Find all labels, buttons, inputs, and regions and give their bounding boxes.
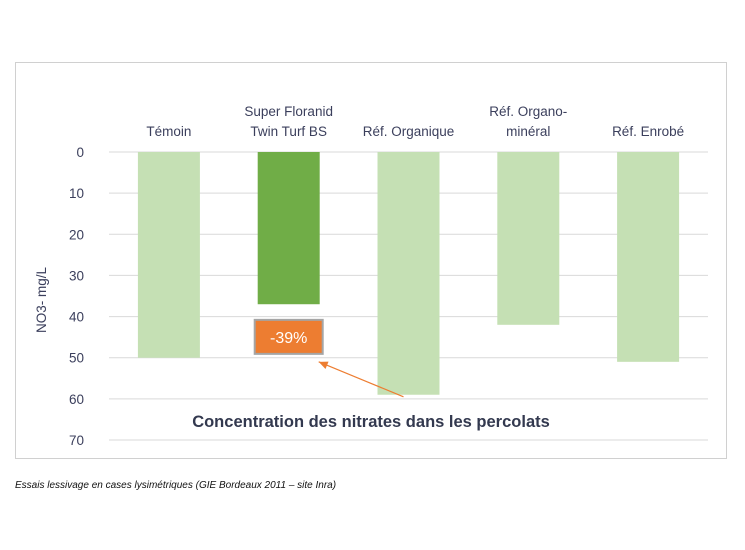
bar (257, 152, 320, 305)
bar (137, 152, 200, 358)
y-axis-title: NO3- mg/L (34, 267, 49, 334)
y-tick-label: 70 (69, 433, 84, 448)
chart-frame: Témoin Super Floranid Twin Turf BS Réf. Org… (15, 62, 727, 459)
y-tick-label: 40 (69, 310, 84, 325)
y-tick-label: 10 (69, 186, 84, 201)
bar (617, 152, 680, 362)
category-label: Réf. Organique (363, 124, 455, 139)
bar (377, 152, 440, 395)
category-label: Témoin (146, 124, 191, 139)
category-labels: Témoin Super Floranid Twin Turf BS Réf. Org… (146, 104, 684, 139)
annotation: -39% (253, 318, 404, 398)
y-tick-labels: 0 10 20 30 40 50 60 70 (69, 145, 84, 448)
category-label: Réf. Organo- (489, 104, 567, 119)
category-label: Super Floranid (244, 104, 333, 119)
bar (497, 152, 560, 325)
annotation-label: -39% (270, 330, 307, 347)
annotation-box (253, 318, 324, 355)
annotation-arrowhead (318, 361, 329, 369)
y-tick-label: 30 (69, 268, 84, 283)
category-label: Twin Turf BS (250, 124, 327, 139)
chart-title: Concentration des nitrates dans les perc… (192, 413, 550, 431)
bars (137, 152, 680, 395)
category-label: Réf. Enrobé (612, 124, 684, 139)
y-tick-label: 50 (69, 351, 84, 366)
source-caption: Essais lessivage en cases lysimétriques … (15, 480, 337, 491)
chart-svg: Témoin Super Floranid Twin Turf BS Réf. Org… (34, 104, 708, 448)
category-label: minéral (506, 124, 550, 139)
y-tick-label: 60 (69, 392, 84, 407)
y-tick-label: 20 (69, 227, 84, 242)
y-tick-label: 0 (76, 145, 84, 160)
annotation-arrow (318, 361, 404, 398)
